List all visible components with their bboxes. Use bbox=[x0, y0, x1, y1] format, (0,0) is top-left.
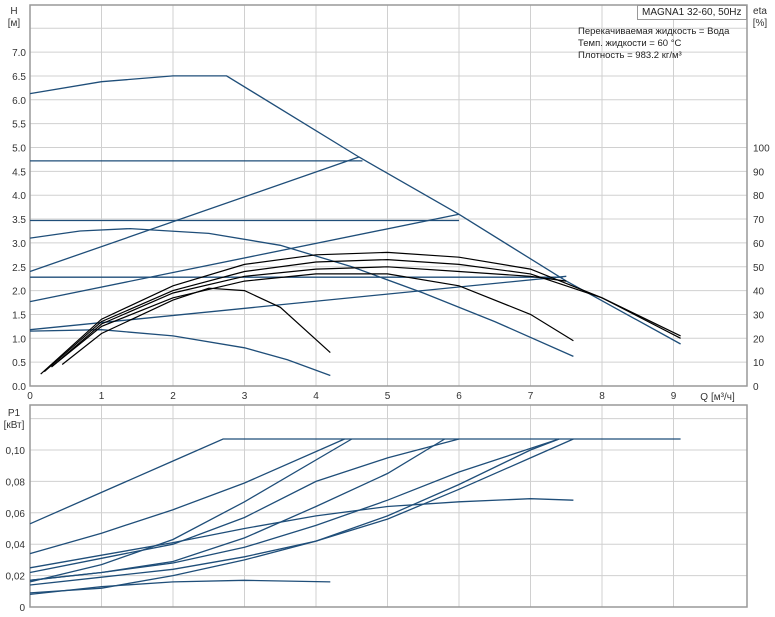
efficiency-curve bbox=[43, 258, 681, 373]
p1-tick-label: 0,10 bbox=[6, 446, 26, 457]
x-tick-label: 6 bbox=[456, 391, 462, 402]
x-axis-unit: [м³/ч] bbox=[711, 392, 735, 403]
efficiency-curve bbox=[51, 266, 567, 368]
eta-tick-label: 40 bbox=[753, 287, 765, 298]
y-tick-label: 4.0 bbox=[12, 191, 26, 202]
y-tick-label: 0.5 bbox=[12, 358, 26, 369]
x-tick-label: 4 bbox=[313, 391, 319, 402]
head-curve bbox=[29, 213, 460, 303]
x-tick-label: 7 bbox=[528, 391, 534, 402]
power-curve bbox=[29, 438, 460, 574]
temp-text: Темп. жидкости = 60 °C bbox=[578, 38, 682, 49]
x-tick-label: 9 bbox=[671, 391, 677, 402]
eta-tick-label: 10 bbox=[753, 358, 765, 369]
liquid-text: Перекачиваемая жидкость = Вода bbox=[578, 26, 730, 37]
p1-tick-label: 0,02 bbox=[6, 572, 26, 583]
head-curve bbox=[29, 75, 681, 345]
eta-tick-label: 50 bbox=[753, 263, 765, 274]
y-tick-label: 1.5 bbox=[12, 310, 26, 321]
head-plot-frame bbox=[29, 4, 748, 387]
eta-axis-title: eta bbox=[753, 6, 767, 17]
x-tick-label: 8 bbox=[599, 391, 605, 402]
p1-axis-title: P1 bbox=[8, 408, 21, 419]
p1-tick-label: 0 bbox=[19, 603, 25, 614]
power-plot-frame bbox=[29, 404, 748, 608]
head-curve bbox=[29, 275, 567, 331]
power-curve bbox=[29, 438, 681, 525]
eta-tick-label: 70 bbox=[753, 215, 765, 226]
eta-tick-label: 0 bbox=[753, 382, 759, 393]
y-tick-label: 6.5 bbox=[12, 72, 26, 83]
eta-tick-label: 100 bbox=[753, 144, 770, 155]
y-tick-label: 7.0 bbox=[12, 48, 26, 59]
y-tick-label: 2.5 bbox=[12, 263, 26, 274]
y-tick-label: 1.0 bbox=[12, 334, 26, 345]
p1-tick-label: 0,04 bbox=[6, 540, 26, 551]
x-tick-label: 0 bbox=[27, 391, 33, 402]
x-tick-label: 3 bbox=[242, 391, 248, 402]
y-tick-label: 5.0 bbox=[12, 144, 26, 155]
x-axis-title: Q bbox=[700, 392, 708, 403]
y-tick-label: 6.0 bbox=[12, 96, 26, 107]
power-curve bbox=[29, 438, 353, 583]
liquid-info: Перекачиваемая жидкость = Вода Темп. жид… bbox=[578, 26, 729, 62]
p1-axis-unit: [кВт] bbox=[4, 420, 25, 431]
eta-tick-label: 90 bbox=[753, 167, 765, 178]
eta-tick-label: 80 bbox=[753, 191, 765, 202]
eta-tick-label: 60 bbox=[753, 239, 765, 250]
y-tick-label: 2.0 bbox=[12, 287, 26, 298]
head-curve bbox=[29, 227, 574, 357]
y-axis-title: H bbox=[10, 6, 17, 17]
head-curve bbox=[29, 329, 331, 377]
x-tick-label: 5 bbox=[385, 391, 391, 402]
x-tick-label: 2 bbox=[170, 391, 176, 402]
model-label: MAGNA1 32-60, 50Hz bbox=[637, 5, 747, 20]
head-curve bbox=[29, 156, 360, 273]
y-tick-label: 3.5 bbox=[12, 215, 26, 226]
y-tick-label: 0.0 bbox=[12, 382, 26, 393]
power-curve bbox=[29, 438, 560, 581]
y-tick-label: 4.5 bbox=[12, 167, 26, 178]
x-tick-label: 1 bbox=[99, 391, 105, 402]
power-curve bbox=[29, 579, 331, 596]
p1-tick-label: 0,06 bbox=[6, 509, 26, 520]
eta-axis-unit: [%] bbox=[753, 18, 768, 29]
y-tick-label: 5.5 bbox=[12, 120, 26, 131]
eta-tick-label: 20 bbox=[753, 334, 765, 345]
eta-tick-label: 30 bbox=[753, 310, 765, 321]
y-tick-label: 3.0 bbox=[12, 239, 26, 250]
power-curve bbox=[29, 498, 574, 569]
power-curve bbox=[29, 438, 560, 594]
density-text: Плотность = 983.2 кг/м³ bbox=[578, 50, 682, 61]
y-axis-unit: [м] bbox=[8, 18, 21, 29]
efficiency-curve bbox=[40, 251, 681, 375]
efficiency-curve bbox=[61, 287, 331, 365]
power-curve bbox=[29, 438, 345, 555]
p1-tick-label: 0,08 bbox=[6, 477, 26, 488]
efficiency-curve bbox=[51, 273, 574, 368]
